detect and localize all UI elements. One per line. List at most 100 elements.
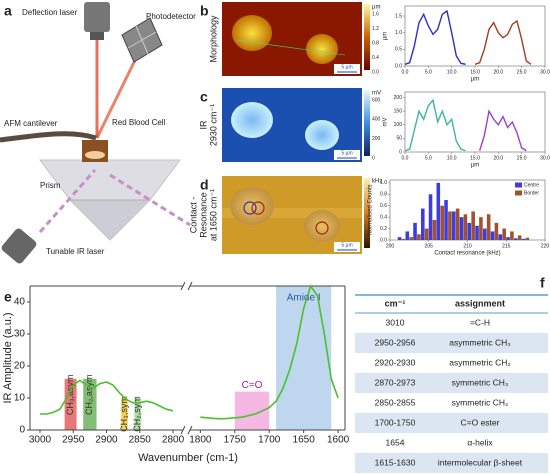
band — [121, 398, 128, 430]
scale-bar-label: 5 µm — [341, 64, 352, 70]
ir-image — [222, 88, 370, 162]
x-tick-label: 1700 — [258, 435, 281, 446]
x-tick-label: 20.0 — [493, 155, 503, 161]
panel-letter: e — [4, 289, 12, 305]
table-cell: intermolecular β-sheet — [438, 457, 523, 467]
hist-bar — [479, 217, 483, 240]
y-tick-label: 40 — [14, 297, 26, 308]
x-tick-label: 2800 — [162, 435, 185, 446]
morphology-image — [222, 2, 370, 76]
colorbar-tick: 1.2 — [372, 26, 379, 32]
panel-title: Resonance — [198, 192, 208, 238]
table-cell: 2920-2930 — [375, 357, 416, 367]
panel-title: Contact - — [188, 197, 198, 234]
hist-bar — [475, 225, 479, 240]
y-tick-label: 0.2 — [380, 226, 387, 232]
y-tick-label: 0.4 — [380, 214, 387, 220]
y-axis-label: IR Amplitude (a.u.) — [2, 312, 14, 403]
x-tick-label: 210 — [463, 243, 472, 249]
panel-title: 2930 cm⁻¹ — [208, 104, 218, 146]
band-label: CH₃,asym — [65, 374, 75, 415]
line-series — [404, 9, 466, 66]
y-tick-label: 0.8 — [380, 192, 387, 198]
hist-bar — [428, 194, 433, 240]
colorbar-tick: 400 — [372, 117, 381, 123]
hist-bar — [506, 237, 510, 240]
table-cell: C=O ester — [461, 417, 500, 427]
table-cell: asymmetric CH₃ — [449, 337, 511, 347]
y-tick-label: 0 — [19, 425, 25, 436]
hist-bar — [521, 238, 526, 240]
hist-bar — [436, 182, 441, 240]
table-cell: 1700-1750 — [375, 417, 416, 427]
table-cell: 3010 — [386, 317, 405, 327]
hist-bar — [483, 228, 487, 240]
line-series — [404, 98, 466, 152]
panel-letter: a — [4, 3, 12, 19]
table-cell: 1654 — [386, 437, 405, 447]
panel-title: at 1650 cm⁻¹ — [208, 189, 218, 241]
y-tick-label: 1.0 — [380, 180, 387, 186]
hist-bar — [452, 211, 456, 240]
label: Photodetector — [146, 12, 196, 21]
hist-bar — [486, 214, 491, 240]
hist-bar — [417, 234, 421, 240]
table-cell: 2870-2973 — [375, 377, 416, 387]
y-tick-label: 1.0 — [395, 30, 402, 36]
colorbar-tick: 0.0 — [372, 69, 379, 75]
x-tick-label: 1800 — [189, 435, 212, 446]
legend-swatch — [515, 182, 522, 188]
x-tick-label: 215 — [502, 243, 511, 249]
band-label: C=O — [242, 380, 263, 391]
band-label: Amide I — [287, 293, 321, 304]
axis-break — [180, 425, 193, 435]
contact-image — [222, 176, 370, 254]
x-tick-label: 1750 — [224, 435, 247, 446]
table-cell: asymmetric CH₂ — [449, 357, 510, 367]
label: Tunable IR laser — [46, 247, 105, 256]
table-bg — [355, 294, 548, 473]
scale-bar-label: 5 µm — [341, 242, 352, 248]
schematic — [0, 2, 191, 264]
line-series — [474, 19, 532, 65]
label: AFM cantilever — [4, 119, 58, 128]
colorbar-tick: 1.6 — [372, 11, 379, 17]
hist-bar — [517, 235, 522, 240]
spectrum-line — [39, 379, 174, 415]
axis-break — [180, 281, 193, 291]
y-tick-label: 0.6 — [380, 203, 387, 209]
x-tick-label: 15.0 — [470, 155, 480, 161]
x-tick-label: 2850 — [129, 435, 152, 446]
x-tick-label: 2900 — [95, 435, 118, 446]
x-tick-label: 3000 — [29, 435, 52, 446]
hist-bar — [424, 228, 429, 240]
scale-bar-bg — [334, 242, 360, 252]
y-tick-label: 0.0 — [395, 63, 402, 69]
hist-bar — [498, 234, 503, 240]
y-tick-label: 150 — [394, 108, 403, 114]
label: Prism — [40, 181, 61, 190]
x-tick-label: 25.0 — [517, 155, 527, 161]
colorbar-tick: 200 — [372, 136, 381, 142]
colorbar-tick: 600 — [372, 97, 381, 103]
hist-bar — [467, 222, 472, 240]
hist-bar — [405, 231, 410, 240]
line-series — [478, 109, 527, 152]
x-tick-label: 205 — [425, 243, 434, 249]
legend-label: Centre — [524, 182, 539, 188]
x-tick-label: 10.0 — [447, 155, 457, 161]
colorbar-tick: 0.8 — [372, 40, 379, 46]
y-tick-label: 1.5 — [395, 13, 402, 19]
band-label: CH₃,sym — [119, 396, 129, 432]
y-tick-label: 0 — [399, 149, 402, 155]
spectrum-line — [200, 284, 339, 420]
colorbar-tick: 0.4 — [372, 55, 379, 61]
band-label: CH₂,asym — [84, 375, 94, 416]
table-cell: symmetric CH₃ — [452, 377, 509, 387]
x-tick-label: 10.0 — [447, 69, 457, 75]
plot-frame — [404, 91, 546, 153]
x-tick-label: 30.0 — [540, 155, 550, 161]
hist-bar — [514, 238, 518, 240]
y-tick-label: 100 — [394, 122, 403, 128]
x-tick-label: 220 — [541, 243, 550, 249]
